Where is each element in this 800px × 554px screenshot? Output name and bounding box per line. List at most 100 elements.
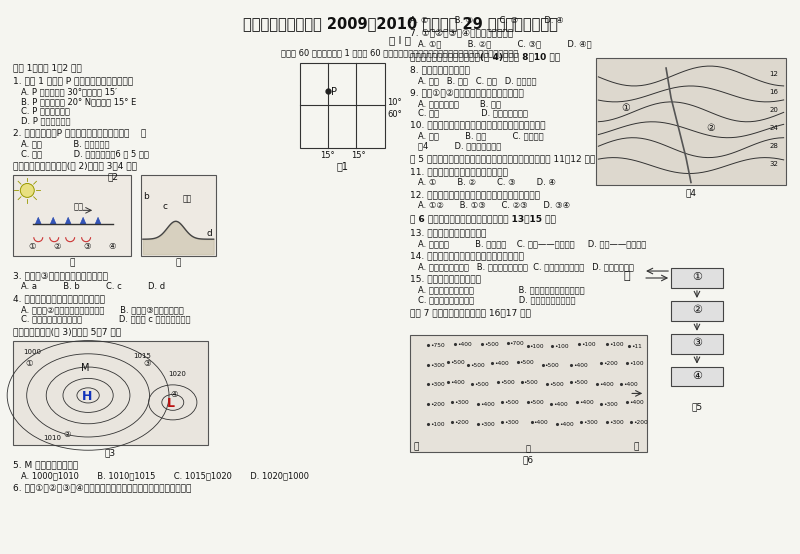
Text: 西: 西	[414, 442, 419, 451]
Text: ①: ①	[622, 103, 630, 113]
Text: 1020: 1020	[168, 371, 186, 377]
Text: •300: •300	[583, 420, 598, 425]
Text: •700: •700	[510, 341, 524, 346]
Text: B. P 点的纬度是 20° N，经度是 15° E: B. P 点的纬度是 20° N，经度是 15° E	[22, 97, 137, 106]
Text: 图4          D. 太阳直射点位置: 图4 D. 太阳直射点位置	[418, 142, 501, 151]
Text: A. ①          B. ②          C. ③          D. ④: A. ① B. ② C. ③ D. ④	[410, 16, 563, 25]
Text: 28: 28	[770, 143, 778, 148]
Text: 15. 若该处位于南美洲南段: 15. 若该处位于南美洲南段	[410, 274, 481, 283]
Text: 图1: 图1	[336, 162, 348, 172]
Text: •300: •300	[454, 401, 469, 406]
Bar	[14, 175, 131, 256]
Text: 第 I 卷: 第 I 卷	[389, 35, 411, 45]
Text: 15°: 15°	[351, 151, 366, 160]
Text: 14. 关于图中甲、乙、丙、丁的说法错误的是: 14. 关于图中甲、乙、丙、丁的说法错误的是	[410, 251, 524, 260]
Text: 6. 经过①、②、③、④地的四条等压线附近，可能出现锋面天气的是: 6. 经过①、②、③、④地的四条等压线附近，可能出现锋面天气的是	[14, 483, 192, 492]
Polygon shape	[35, 217, 42, 224]
Text: 读图 7 所示的四个半岛，完成 16～17 题。: 读图 7 所示的四个半岛，完成 16～17 题。	[410, 308, 531, 317]
Text: D. P 点位于北半球: D. P 点位于北半球	[22, 117, 71, 126]
Text: •400: •400	[579, 401, 594, 406]
Text: 东: 东	[633, 442, 638, 451]
Text: C. 地形                D. 太阳直射点位置: C. 地形 D. 太阳直射点位置	[418, 109, 528, 118]
Text: d: d	[206, 229, 213, 238]
Text: C. P 点位于东半球: C. P 点位于东半球	[22, 107, 70, 116]
Text: 16: 16	[770, 89, 778, 95]
Bar	[671, 301, 723, 321]
Text: •100: •100	[430, 422, 445, 427]
Text: A. 甲处可能为荒漠植被                 B. 乙处可能为亚寒带针叶林: A. 甲处可能为荒漠植被 B. 乙处可能为亚寒带针叶林	[418, 285, 585, 294]
Bar	[410, 335, 647, 452]
Text: •400: •400	[599, 382, 614, 387]
Text: •100: •100	[610, 342, 624, 347]
Text: 南: 南	[526, 444, 531, 453]
Text: ③: ③	[143, 358, 150, 368]
Text: ④: ④	[108, 242, 115, 251]
Text: 1. 在图 1 中关于 P 点的位置，说法正确的是: 1. 在图 1 中关于 P 点的位置，说法正确的是	[14, 76, 134, 85]
Text: 图3: 图3	[105, 448, 115, 457]
Bar	[671, 334, 723, 353]
Text: A. 元旦            B. 中国植树节: A. 元旦 B. 中国植树节	[22, 140, 110, 148]
Bar	[141, 175, 216, 256]
Text: •300: •300	[504, 420, 518, 425]
Text: •100: •100	[554, 343, 569, 348]
Text: ③: ③	[692, 338, 702, 348]
Text: 15°: 15°	[320, 151, 335, 160]
Text: 图4: 图4	[686, 188, 697, 197]
Text: 城市: 城市	[182, 194, 192, 203]
Text: •500: •500	[450, 360, 465, 365]
Text: 图2: 图2	[107, 172, 118, 182]
Bar	[596, 58, 786, 186]
Text: •100: •100	[630, 361, 644, 366]
Text: H: H	[82, 391, 93, 403]
Polygon shape	[50, 217, 56, 224]
Text: •100: •100	[582, 342, 596, 347]
Text: A. ①②      B. ①③      C. ②③      D. ③④: A. ①② B. ①③ C. ②③ D. ③④	[418, 202, 570, 211]
Text: ③: ③	[83, 242, 90, 251]
Text: •200: •200	[454, 420, 469, 425]
Text: ②: ②	[706, 123, 714, 133]
Text: C. 秋分            D. 世界环境日（6 月 5 日）: C. 秋分 D. 世界环境日（6 月 5 日）	[22, 150, 149, 158]
Text: A. 甲地位于山地陡坡   B. 乙地位于山间盆地  C. 丙地位于山前平原   D. 丁处位于峡部: A. 甲地位于山地陡坡 B. 乙地位于山间盆地 C. 丙地位于山前平原 D. 丁…	[418, 262, 634, 271]
Text: •200: •200	[603, 361, 618, 366]
Text: •500: •500	[470, 362, 485, 367]
Text: 读等压线分布图(图 3)，完成 5～7 题。: 读等压线分布图(图 3)，完成 5～7 题。	[14, 328, 122, 337]
Text: 3. 甲图中③地与乙图中相对应的点是: 3. 甲图中③地与乙图中相对应的点是	[14, 271, 108, 280]
Text: 1000: 1000	[23, 348, 42, 355]
Text: •500: •500	[545, 362, 559, 367]
Text: •400: •400	[574, 362, 588, 367]
Text: •400: •400	[630, 401, 644, 406]
Text: ①: ①	[28, 242, 36, 251]
Text: C. 乙图中城市为晴朗天气              D. 乙图中 c 处出现降水天气: C. 乙图中城市为晴朗天气 D. 乙图中 c 处出现降水天气	[22, 315, 191, 324]
Text: •500: •500	[500, 381, 514, 386]
Polygon shape	[65, 217, 71, 224]
Text: 读北球天气系统示意图(图 2)，完成 3～4 题。: 读北球天气系统示意图(图 2)，完成 3～4 题。	[14, 162, 138, 171]
Text: •400: •400	[554, 402, 568, 407]
Text: •400: •400	[623, 382, 638, 387]
Text: A. 海陆热力差异        B. 洋流: A. 海陆热力差异 B. 洋流	[418, 99, 501, 108]
Text: •300: •300	[430, 382, 445, 387]
Text: 10. 导致此图等温线分布不以赤道对称的最主要因素是: 10. 导致此图等温线分布不以赤道对称的最主要因素是	[410, 121, 546, 130]
Text: 12. 除风化作用外，对地貌景观影响较大的外力作用: 12. 除风化作用外，对地貌景观影响较大的外力作用	[410, 191, 540, 199]
Text: ①: ①	[26, 358, 33, 368]
Text: •100: •100	[530, 343, 544, 348]
Text: 7. ①、②、③、④地，风速最大的是: 7. ①、②、③、④地，风速最大的是	[410, 28, 513, 37]
Text: •200: •200	[430, 402, 445, 407]
Text: 图 5 是五种外力相互联系、相互影响的示意图，读图完成 11～12 题。: 图 5 是五种外力相互联系、相互影响的示意图，读图完成 11～12 题。	[410, 155, 595, 163]
Text: 8. 此图可表示的月份是: 8. 此图可表示的月份是	[410, 65, 470, 74]
Text: •400: •400	[457, 342, 471, 347]
Text: •300: •300	[610, 420, 624, 425]
Text: 大关县职业高级中学 2009－2010 学年高三 29 期末考试地理试卷: 大关县职业高级中学 2009－2010 学年高三 29 期末考试地理试卷	[242, 16, 558, 32]
Text: 图6: 图6	[523, 455, 534, 464]
Text: A. 甲图中②地不可能出现降水天气      B. 甲图中③地的气温最高: A. 甲图中②地不可能出现降水天气 B. 甲图中③地的气温最高	[22, 305, 184, 314]
Text: 甲: 甲	[70, 258, 75, 267]
Text: •400: •400	[494, 361, 509, 366]
Text: •750: •750	[430, 343, 445, 348]
Text: A. P 点的纬度是 30°，经度是 15′: A. P 点的纬度是 30°，经度是 15′	[22, 87, 118, 96]
Text: C. 丙处可能有暖流经过                 D. 丁处可能有积雪冰川: C. 丙处可能有暖流经过 D. 丁处可能有积雪冰川	[418, 295, 575, 304]
Text: 乙: 乙	[175, 258, 181, 267]
Text: 11. 沙尘暴、泥石流属于哪种外力作用: 11. 沙尘暴、泥石流属于哪种外力作用	[410, 167, 508, 177]
Text: 2. 下列日期中，P 点正午太阳高度最小的是（    ）: 2. 下列日期中，P 点正午太阳高度最小的是（ ）	[14, 129, 146, 138]
Text: 60°: 60°	[387, 110, 402, 119]
Text: 20: 20	[770, 107, 778, 113]
Text: ②: ②	[54, 242, 61, 251]
